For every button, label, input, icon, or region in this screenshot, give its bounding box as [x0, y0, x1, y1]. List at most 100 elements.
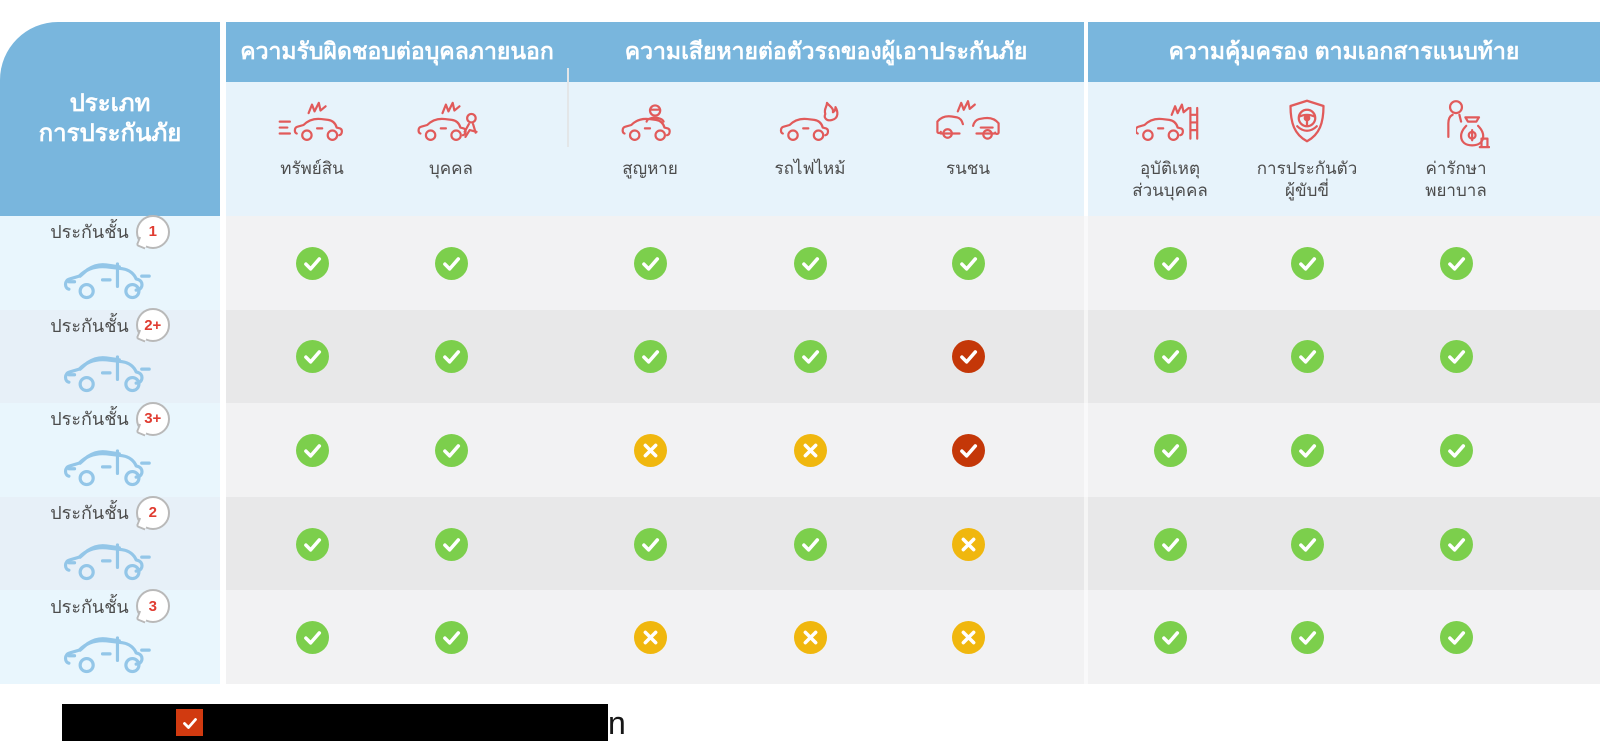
row-label-cell-3: ประกันชั้น 3 — [0, 589, 220, 685]
group-title-3-wrap: ความคุ้มครอง ตามเอกสารแนบท้าย — [1088, 22, 1600, 82]
car-theft-icon — [565, 90, 735, 152]
x-yellow-icon — [794, 621, 827, 655]
check-green-icon — [952, 246, 985, 280]
column-label: อุบัติเหตุ ส่วนบุคคล — [1132, 159, 1208, 201]
group-band-3 — [1088, 22, 1600, 82]
column-header-7: การประกันตัว ผู้ขับขี่ — [1222, 90, 1392, 202]
subheader-row: ทรัพย์สิน บุคคล สูญหาย รถไฟไหม้ รนชน อุบัติเห… — [226, 82, 1600, 216]
check-green-icon — [435, 340, 468, 374]
row-label-text: ประกันชั้น — [50, 315, 129, 336]
footnote-redacted-bar — [62, 704, 608, 741]
check-green-icon — [435, 246, 468, 280]
check-green-icon — [296, 246, 329, 280]
row-label-cell-1: ประกันชั้น 1 — [0, 214, 220, 311]
check-green-icon — [634, 527, 667, 561]
check-green-icon — [1440, 340, 1473, 374]
driver-shield-icon — [1222, 90, 1392, 152]
check-green-icon — [435, 621, 468, 655]
x-yellow-icon — [794, 433, 827, 467]
check-green-icon — [435, 433, 468, 467]
group-title-liability: ความรับผิดชอบต่อบุคลภายนอก — [240, 38, 554, 64]
check-green-icon — [1291, 340, 1324, 374]
check-green-icon — [435, 527, 468, 561]
check-green-icon — [1154, 433, 1187, 467]
column-header-2: บุคคล — [366, 90, 536, 180]
column-header-8: ค่ารักษา พยาบาล — [1371, 90, 1541, 202]
check-green-icon — [296, 527, 329, 561]
group-band-1-2 — [226, 22, 1084, 82]
check-green-icon — [1291, 621, 1324, 655]
check-square-red-icon — [176, 709, 203, 736]
row-label-text: ประกันชั้น — [50, 222, 129, 243]
car-suv-icon — [61, 624, 159, 685]
column-label: ค่ารักษา พยาบาล — [1425, 159, 1487, 201]
car-hit-person-icon — [366, 90, 536, 152]
car-suv-icon — [61, 250, 159, 311]
check-green-icon — [1440, 527, 1473, 561]
car-suv-icon — [61, 437, 159, 498]
group-divider-line — [567, 68, 569, 147]
row-label-cell-3+: ประกันชั้น 3+ — [0, 401, 220, 498]
check-green-icon — [634, 340, 667, 374]
check-green-icon — [1291, 246, 1324, 280]
medical-money-icon — [1371, 90, 1541, 152]
column-header-5: รนชน — [883, 90, 1053, 180]
group-title-2-wrap: ความเสียหายต่อตัวรถของผู้เอาประกันภัย — [568, 22, 1084, 82]
column-header-3: สูญหาย — [565, 90, 735, 180]
check-green-icon — [794, 246, 827, 280]
check-green-icon — [1440, 246, 1473, 280]
row-badge: 2+ — [135, 308, 170, 343]
check-green-icon — [1154, 246, 1187, 280]
row-data-strip-1 — [226, 216, 1600, 310]
check-green-icon — [1154, 527, 1187, 561]
group-title-own-damage: ความเสียหายต่อตัวรถของผู้เอาประกันภัย — [624, 38, 1028, 64]
row-badge: 3 — [135, 589, 170, 624]
row-header-panel: ประเภท การประกันภัย — [0, 22, 220, 216]
column-header-6: อุบัติเหตุ ส่วนบุคคล — [1085, 90, 1255, 202]
x-yellow-icon — [952, 527, 985, 561]
car-suv-icon — [61, 343, 159, 404]
row-data-strip-2+ — [226, 309, 1600, 404]
x-yellow-icon — [952, 621, 985, 655]
check-green-icon — [296, 340, 329, 374]
check-red-icon — [952, 340, 985, 374]
group-title-attached-docs: ความคุ้มครอง ตามเอกสารแนบท้าย — [1168, 38, 1520, 64]
check-green-icon — [1154, 621, 1187, 655]
column-header-4: รถไฟไหม้ — [725, 90, 895, 180]
column-label: สูญหาย — [622, 159, 678, 178]
row-label-text: ประกันชั้น — [50, 409, 129, 430]
column-label: บุคคล — [429, 159, 473, 178]
row-data-strip-3 — [226, 590, 1600, 684]
car-fire-icon — [725, 90, 895, 152]
car-suv-icon — [61, 531, 159, 592]
column-header-1: ทรัพย์สิน — [227, 90, 397, 180]
row-label-text: ประกันชั้น — [50, 503, 129, 524]
check-green-icon — [1154, 340, 1187, 374]
check-red-icon — [952, 433, 985, 467]
group-title-1-wrap: ความรับผิดชอบต่อบุคลภายนอก — [226, 22, 568, 82]
car-pole-accident-icon — [1085, 90, 1255, 152]
check-green-icon — [1440, 621, 1473, 655]
group-gap-rows — [1084, 216, 1088, 684]
row-badge: 1 — [135, 214, 170, 249]
column-label: รนชน — [946, 159, 990, 178]
x-yellow-icon — [634, 433, 667, 467]
column-label: ทรัพย์สิน — [280, 159, 344, 178]
row-data-strip-3+ — [226, 403, 1600, 497]
check-green-icon — [296, 433, 329, 467]
car-rear-crash-icon — [227, 90, 397, 152]
footnote-tail-text: n — [608, 705, 626, 741]
check-green-icon — [1440, 433, 1473, 467]
x-yellow-icon — [634, 621, 667, 655]
row-label-text: ประกันชั้น — [50, 596, 129, 617]
row-badge: 2 — [135, 495, 170, 530]
column-label: การประกันตัว ผู้ขับขี่ — [1256, 159, 1358, 201]
check-green-icon — [296, 621, 329, 655]
row-label-cell-2+: ประกันชั้น 2+ — [0, 308, 220, 404]
check-green-icon — [1291, 433, 1324, 467]
row-badge: 3+ — [135, 401, 170, 436]
check-green-icon — [794, 527, 827, 561]
check-green-icon — [634, 246, 667, 280]
check-green-icon — [1291, 527, 1324, 561]
